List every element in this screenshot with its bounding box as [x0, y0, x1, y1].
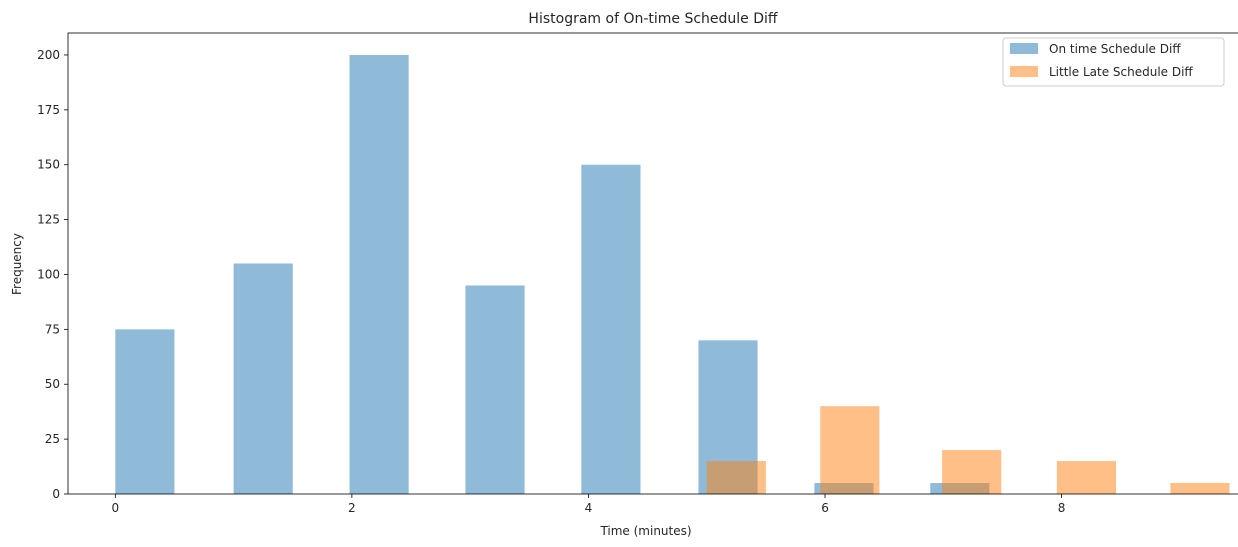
bar-series-0-bin-0	[115, 329, 175, 494]
bar-series-1-bin-0	[706, 461, 766, 494]
x-tick-label: 2	[348, 501, 356, 515]
bar-series-0-bin-2	[349, 54, 409, 494]
legend-swatch-on-time	[1010, 43, 1038, 54]
chart-title: Histogram of On-time Schedule Diff	[528, 11, 777, 27]
x-tick-label: 6	[821, 501, 829, 515]
bar-series-1-bin-2	[942, 450, 1002, 494]
legend-swatch-little-late	[1010, 66, 1038, 77]
y-tick-label: 75	[45, 322, 60, 336]
bar-series-0-bin-4	[581, 164, 641, 494]
y-tick-label: 50	[45, 377, 60, 391]
bar-series-1-bin-1	[820, 406, 880, 494]
y-tick-label: 175	[37, 103, 60, 117]
plot-frame	[67, 32, 1238, 495]
bar-series-1-bin-3	[1056, 461, 1116, 494]
legend-label-little-late: Little Late Schedule Diff	[1049, 65, 1193, 79]
x-tick-label: 8	[1058, 501, 1066, 515]
x-tick-label: 0	[111, 501, 119, 515]
bar-series-1-bin-4	[1170, 483, 1230, 494]
y-tick-label: 0	[52, 487, 60, 501]
x-axis-label: Time (minutes)	[599, 524, 691, 538]
bar-series-0-bin-1	[233, 263, 293, 494]
legend-frame	[1002, 37, 1225, 87]
legend-label-on-time: On time Schedule Diff	[1049, 42, 1181, 56]
x-axis: 0 2 4 6 8	[111, 494, 1065, 515]
y-axis-label: Frequency	[10, 233, 24, 295]
y-axis: 0 25 50 75 100 125 150 175 200	[37, 48, 68, 501]
bar-series-0-bin-3	[465, 285, 525, 494]
y-tick-label: 25	[45, 432, 60, 446]
y-tick-label: 125	[37, 213, 60, 227]
y-tick-label: 150	[37, 158, 60, 172]
y-tick-label: 100	[37, 267, 60, 281]
legend: On time Schedule Diff Little Late Schedu…	[1002, 37, 1225, 87]
y-tick-label: 200	[37, 48, 60, 62]
plot-bars	[115, 54, 1230, 494]
x-tick-label: 4	[585, 501, 593, 515]
